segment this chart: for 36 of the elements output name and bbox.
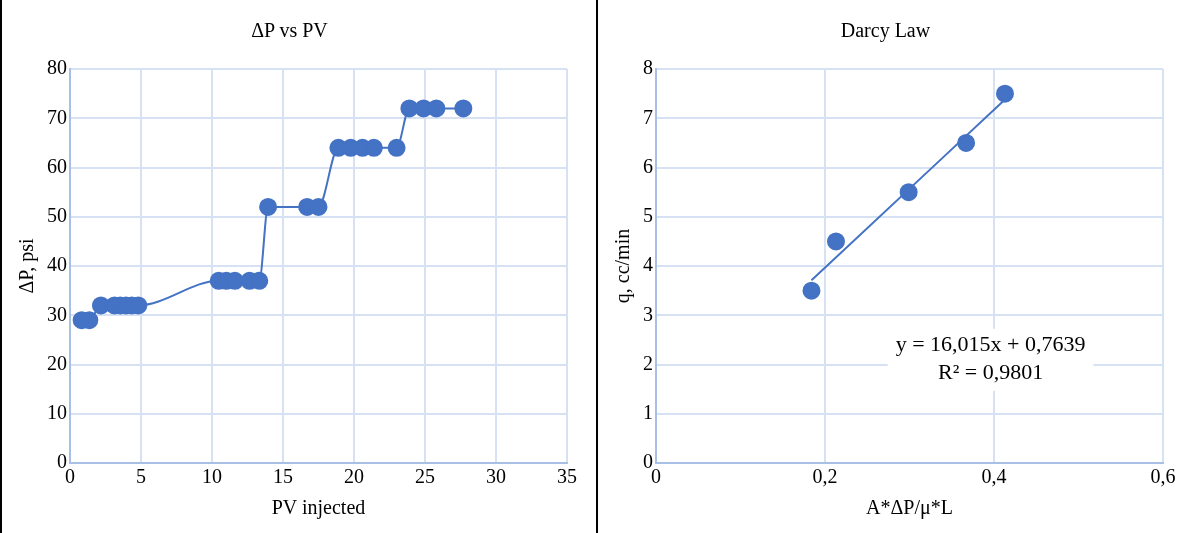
- y-tick-label: 7: [643, 105, 653, 128]
- y-tick-label: 50: [47, 204, 67, 226]
- x-tick-label: 20: [344, 465, 364, 488]
- y-tick-label: 1: [643, 401, 653, 423]
- y-tick-label: 30: [47, 302, 67, 325]
- x-tick-label: 35: [557, 465, 577, 488]
- y-tick-label: 40: [47, 253, 67, 276]
- annotation: y = 16,015x + 0,7639: [895, 330, 1086, 356]
- y-tick-label: 4: [643, 253, 653, 276]
- y-tick-label: 20: [47, 351, 67, 374]
- x-tick-label: 5: [136, 465, 146, 488]
- y-tick-label: 10: [47, 401, 67, 423]
- y-tick-label: 5: [643, 204, 653, 226]
- y-tick-label: 2: [643, 351, 653, 374]
- y-axis-title: q, cc/min: [611, 228, 635, 304]
- x-tick-label: 10: [202, 465, 222, 488]
- x-tick-label: 25: [415, 465, 435, 488]
- y-tick-label: 8: [643, 56, 653, 79]
- x-axis-title: PV injected: [271, 496, 366, 520]
- x-tick-label: 30: [486, 465, 506, 488]
- y-tick-label: 3: [643, 302, 653, 325]
- y-tick-label: 70: [47, 105, 67, 128]
- x-tick-label: 0,6: [1150, 465, 1176, 488]
- x-axis-title: A*ΔP/μ*L: [866, 496, 953, 520]
- annotation: R² = 0,9801: [938, 358, 1044, 384]
- chart-title: Darcy Law: [840, 19, 931, 43]
- chart-title: ΔP vs PV: [251, 19, 329, 42]
- x-tick-label: 0,4: [981, 465, 1007, 488]
- y-tick-label: 80: [47, 56, 67, 79]
- y-tick-label: 0: [643, 450, 653, 473]
- x-tick-label: 15: [273, 465, 293, 488]
- y-tick-label: 0: [57, 450, 67, 473]
- y-tick-label: 6: [643, 154, 653, 177]
- y-axis-title: ΔP, psi: [15, 238, 39, 294]
- y-tick-label: 60: [47, 154, 67, 177]
- x-tick-label: 0,2: [812, 465, 838, 488]
